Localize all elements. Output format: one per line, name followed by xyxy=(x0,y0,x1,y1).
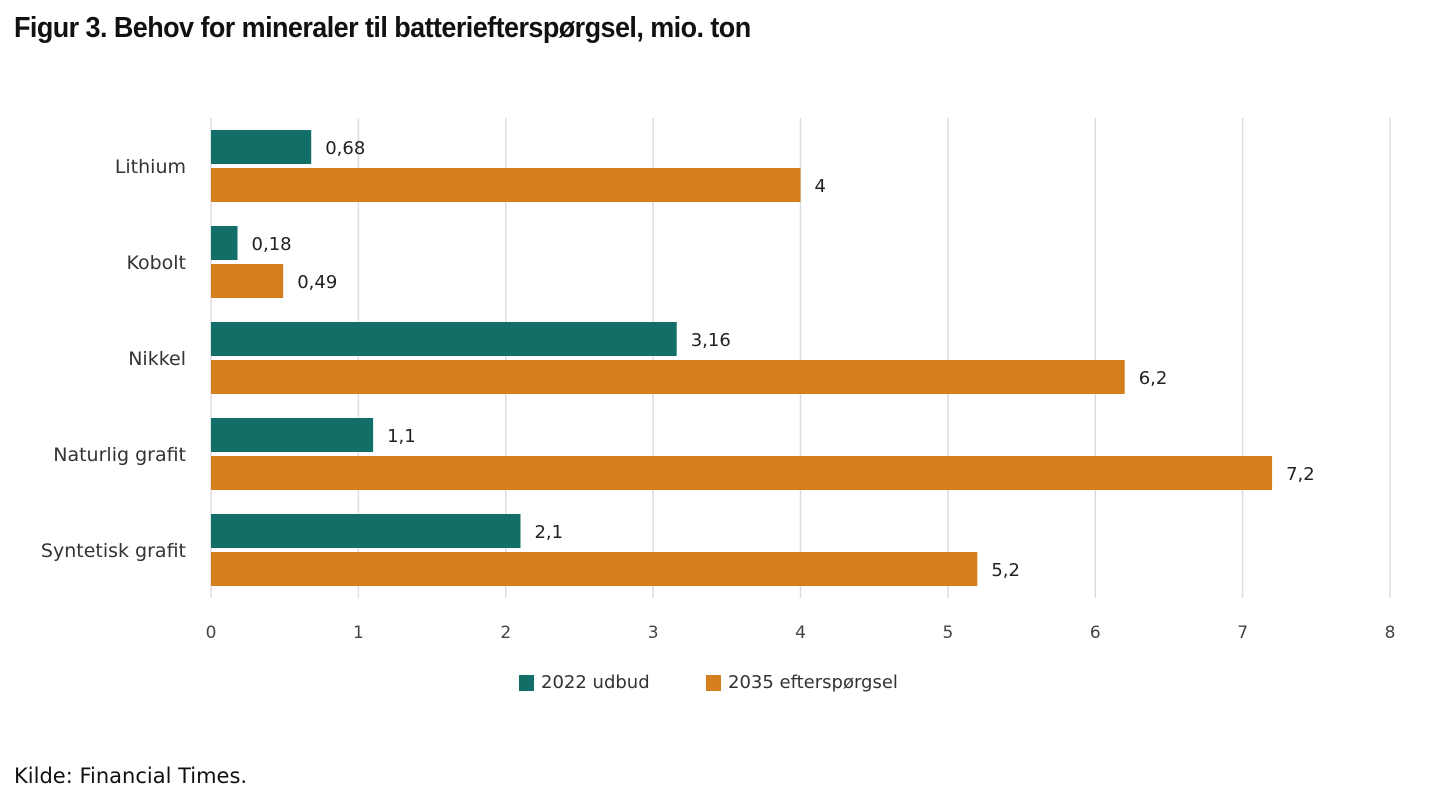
bar-2022-udbud xyxy=(211,514,521,548)
category-label: Kobolt xyxy=(126,252,186,274)
x-tick-label: 6 xyxy=(1090,623,1101,643)
source-note: Kilde: Financial Times. xyxy=(14,764,248,788)
bar-2022-udbud xyxy=(211,226,238,260)
data-label: 5,2 xyxy=(991,560,1020,581)
bar-2022-udbud xyxy=(211,130,312,164)
bar-2035-efterspoergsel xyxy=(211,360,1125,394)
x-tick-label: 8 xyxy=(1385,623,1396,643)
x-tick-label: 0 xyxy=(206,623,217,643)
bar-2035-efterspoergsel xyxy=(211,168,801,202)
x-tick-label: 4 xyxy=(795,623,806,643)
data-label: 0,68 xyxy=(325,138,365,159)
category-label: Nikkel xyxy=(128,348,186,370)
legend-label: 2035 efterspørgsel xyxy=(728,672,898,693)
legend-label: 2022 udbud xyxy=(541,672,650,693)
bar-2022-udbud xyxy=(211,322,677,356)
category-label: Naturlig grafit xyxy=(53,444,186,466)
x-axis-ticks: 0 1 2 3 4 5 6 7 8 xyxy=(206,623,1396,643)
data-label: 6,2 xyxy=(1139,368,1168,389)
bars xyxy=(211,130,1273,586)
bar-2035-efterspoergsel xyxy=(211,552,978,586)
chart-title: Figur 3. Behov for mineraler til batteri… xyxy=(14,12,751,44)
legend-swatch xyxy=(706,675,721,691)
x-tick-label: 5 xyxy=(942,623,953,643)
data-label: 1,1 xyxy=(387,426,416,447)
bar-2035-efterspoergsel xyxy=(211,264,284,298)
x-tick-label: 7 xyxy=(1237,623,1248,643)
category-label: Lithium xyxy=(115,156,186,178)
data-label: 7,2 xyxy=(1286,464,1315,485)
x-tick-label: 1 xyxy=(353,623,364,643)
x-tick-label: 3 xyxy=(648,623,659,643)
data-label: 3,16 xyxy=(691,330,731,351)
data-label: 4 xyxy=(815,176,826,197)
x-tick-label: 2 xyxy=(500,623,511,643)
category-labels: Lithium Kobolt Nikkel Naturlig grafit Syntet… xyxy=(41,156,186,562)
category-label: Syntetisk grafit xyxy=(41,540,186,562)
bar-2035-efterspoergsel xyxy=(211,456,1273,490)
legend: 2022 udbud 2035 efterspørgsel xyxy=(519,672,898,693)
data-label: 0,18 xyxy=(252,234,292,255)
data-label: 2,1 xyxy=(534,522,563,543)
bar-2022-udbud xyxy=(211,418,374,452)
legend-swatch xyxy=(519,675,534,691)
data-labels: 0,68 4 0,180,49 3,16 6,2 1,1 7,2 2,1 5,2 xyxy=(252,138,1315,581)
data-label: 0,49 xyxy=(297,272,337,293)
